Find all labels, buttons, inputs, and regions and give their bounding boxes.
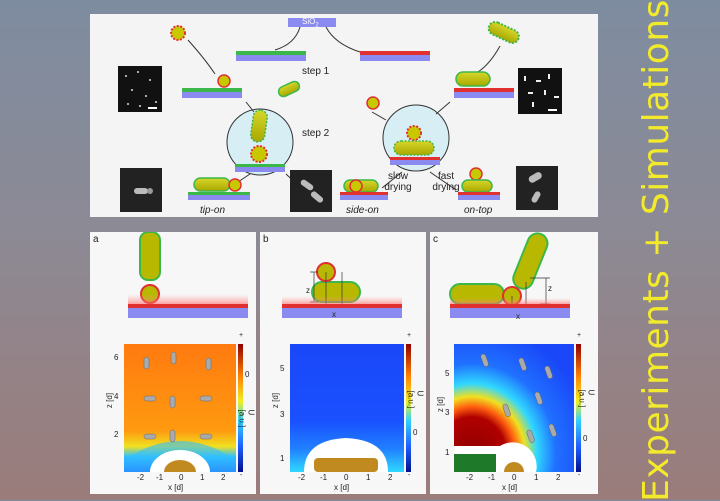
- colorbar-zero: 0: [245, 370, 250, 379]
- sem-image-3: [120, 168, 162, 212]
- floating-sphere: [170, 25, 186, 41]
- x-tick: 0: [344, 473, 349, 482]
- sem-image-2: [518, 68, 562, 114]
- panel-a: a: [90, 232, 256, 494]
- panel-letter: a: [93, 234, 99, 245]
- colorbar-label: U [a.u.]: [406, 390, 425, 409]
- rod-vertical: [139, 232, 161, 281]
- colorbar: [238, 344, 243, 472]
- x-tick: -1: [156, 473, 164, 482]
- x-tick: 1: [534, 473, 539, 482]
- slow-drying-label: slow drying: [384, 171, 412, 193]
- panel-b: b z x 1 3: [260, 232, 426, 494]
- arrow-right: [325, 26, 361, 53]
- schematic-drawing: [170, 18, 520, 200]
- panel-letter: b: [263, 234, 269, 245]
- floating-rod: [487, 20, 520, 44]
- colorbar-label: U [a.u.]: [237, 409, 256, 428]
- z-tick: 5: [445, 369, 450, 378]
- x-tick: -2: [466, 473, 474, 482]
- colorbar-zero: 0: [583, 434, 588, 443]
- substrate: [128, 308, 248, 318]
- sio2-label: SiO2: [302, 17, 319, 29]
- x-tick: -1: [320, 473, 328, 482]
- x-tick: -2: [137, 473, 145, 482]
- z-tick: 6: [114, 353, 119, 362]
- schematic-panel: SiO2 step 1 step 2 slow drying fast drying…: [90, 14, 598, 217]
- on-top-label: on-top: [464, 205, 493, 216]
- x-tick: -1: [488, 473, 496, 482]
- colorbar-plus: +: [577, 332, 582, 339]
- step2-label: step 2: [302, 128, 330, 139]
- colorbar-plus: +: [239, 332, 244, 339]
- colorbar: [406, 344, 411, 472]
- side-title-text: Experiments + Simulations: [635, 0, 677, 501]
- z-tick: 3: [445, 408, 450, 417]
- x-tick: 0: [512, 473, 517, 482]
- x-axis-label: x [d]: [502, 483, 518, 492]
- panel-c: c: [430, 232, 598, 494]
- z-tick: 3: [280, 410, 285, 419]
- sio2-substrate: [288, 18, 336, 27]
- z-axis-label: z [d]: [436, 396, 446, 413]
- green-coating: [236, 51, 306, 55]
- sem-image-5: [516, 166, 558, 210]
- z-distance-label: z: [548, 284, 552, 293]
- red-coating: [360, 51, 430, 55]
- z-tick: 1: [445, 448, 450, 457]
- x-tick: 1: [366, 473, 371, 482]
- x-axis-label: x [d]: [168, 483, 184, 492]
- arrow-left: [274, 26, 301, 51]
- z-tick: 1: [280, 454, 285, 463]
- tip-on-label: tip-on: [200, 205, 226, 216]
- x-tick: 2: [556, 473, 561, 482]
- x-axis-label: x [d]: [334, 483, 350, 492]
- colorbar-minus: -: [408, 472, 411, 479]
- x-tick: 1: [200, 473, 205, 482]
- z-tick: 2: [114, 430, 119, 439]
- colorbar-minus: -: [240, 472, 243, 479]
- rod-tilted: [512, 232, 549, 290]
- substrate: [450, 308, 570, 318]
- z-distance-label: z: [306, 286, 310, 295]
- sem-image-1: [118, 66, 162, 112]
- panel-letter: c: [433, 234, 438, 245]
- sem-image-4: [290, 170, 332, 212]
- side-title: Experiments + Simulations: [600, 0, 712, 501]
- fast-drying-label: fast drying: [432, 171, 460, 193]
- x-distance-label: x: [332, 310, 336, 319]
- x-tick: 0: [179, 473, 184, 482]
- x-tick: 2: [221, 473, 226, 482]
- z-tick: 4: [114, 392, 119, 401]
- side-on-label: side-on: [346, 205, 379, 216]
- x-tick: -2: [298, 473, 306, 482]
- z-tick: 5: [280, 364, 285, 373]
- step1-label: step 1: [302, 66, 330, 77]
- colorbar: [576, 344, 581, 472]
- x-distance-label: x: [516, 312, 520, 321]
- colorbar-plus: +: [407, 332, 412, 339]
- substrate: [282, 308, 402, 318]
- colorbar-minus: -: [578, 472, 581, 479]
- colorbar-zero: 0: [413, 428, 418, 437]
- colorbar-label: U [a.u.]: [577, 389, 596, 408]
- z-axis-label: z [d]: [105, 392, 115, 409]
- x-tick: 2: [388, 473, 393, 482]
- z-axis-label: z [d]: [271, 392, 281, 409]
